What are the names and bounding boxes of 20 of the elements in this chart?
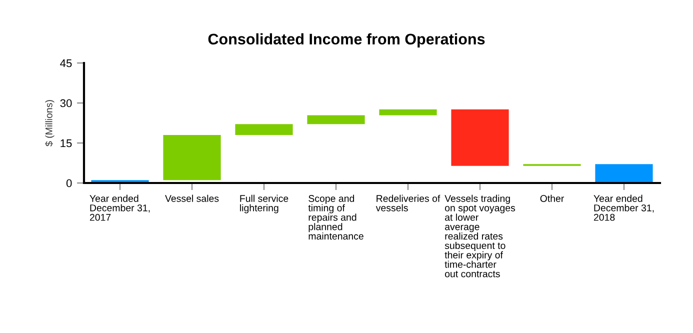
y-tick-label: 15: [60, 139, 72, 148]
bar: [595, 164, 653, 183]
y-tick-label: 45: [60, 59, 72, 68]
bar: [307, 115, 365, 124]
x-tick-label: Full service lightering: [240, 194, 288, 214]
y-tick-label: 30: [60, 99, 72, 108]
x-tick-label: Redeliveries of vessels: [376, 194, 440, 212]
bar: [451, 109, 509, 166]
x-tick-label: Vessel sales: [165, 194, 219, 202]
x-tick-label: Scope and timing of repairs and planned maintenance: [308, 194, 364, 240]
bar: [379, 109, 437, 116]
chart-title: Consolidated Income from Operations: [208, 33, 485, 48]
y-axis-title: $ (Millions): [45, 100, 54, 146]
y-tick-label: 0: [66, 179, 72, 188]
x-tick-label: Year ended December 31, 2018: [594, 194, 654, 221]
x-tick-label: Other: [540, 194, 564, 202]
bar: [235, 124, 293, 135]
x-tick-label: Year ended December 31, 2017: [90, 194, 150, 221]
bar: [163, 135, 221, 180]
category-label: Vessels trading on spot voyages at lower average realized rates subsequent to their expiry of time-charter out contracts: [444, 194, 516, 278]
